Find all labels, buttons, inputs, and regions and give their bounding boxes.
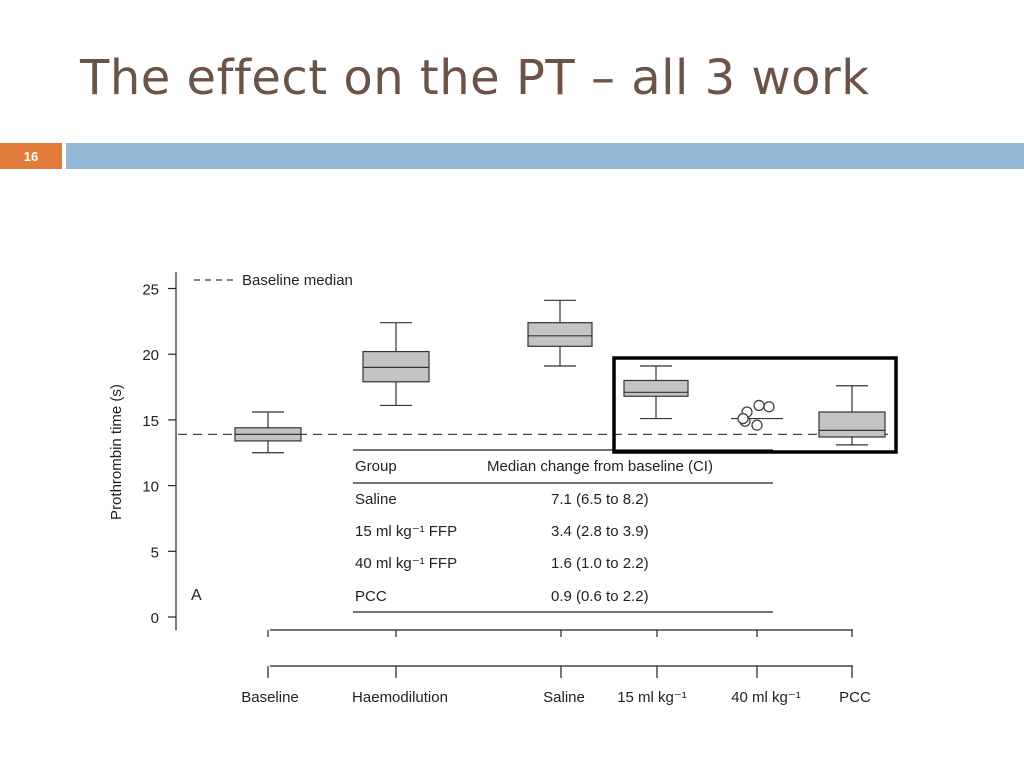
slide-number: 16 bbox=[0, 143, 62, 169]
x-tick-label: PCC bbox=[839, 689, 871, 706]
table-row-group: 15 ml kg⁻¹ FFP bbox=[355, 523, 457, 540]
y-tick-label: 5 bbox=[151, 544, 159, 561]
x-tick-label: Baseline bbox=[241, 689, 299, 706]
table-row-value: 7.1 (6.5 to 8.2) bbox=[551, 491, 649, 508]
title-accent-bar bbox=[66, 143, 1024, 169]
data-point bbox=[753, 399, 765, 412]
table-row-value: 3.4 (2.8 to 3.9) bbox=[551, 523, 649, 540]
x-tick-label: 40 ml kg⁻¹ bbox=[731, 689, 801, 706]
highlight-frame bbox=[612, 356, 898, 454]
legend-label: Baseline median bbox=[242, 272, 353, 289]
results-table: Group Median change from baseline (CI) S… bbox=[353, 449, 773, 613]
table-row-value: 1.6 (1.0 to 2.2) bbox=[551, 555, 649, 572]
data-point bbox=[737, 412, 749, 425]
y-tick-label: 20 bbox=[142, 347, 159, 364]
data-point bbox=[763, 401, 775, 413]
x-tick-label: Saline bbox=[543, 689, 585, 706]
slide-title: The effect on the PT – all 3 work bbox=[80, 50, 870, 106]
panel-label: A bbox=[191, 587, 202, 604]
y-tick-label: 10 bbox=[142, 479, 159, 496]
table-header-median: Median change from baseline (CI) bbox=[487, 458, 713, 475]
y-tick-label: 15 bbox=[142, 413, 159, 430]
table-row-group: 40 ml kg⁻¹ FFP bbox=[355, 555, 457, 572]
box-iqr bbox=[623, 379, 689, 397]
y-axis-label: Prothrombin time (s) bbox=[108, 384, 125, 520]
y-tick-label: 25 bbox=[142, 282, 159, 299]
box-iqr bbox=[362, 350, 430, 383]
table-header-group: Group bbox=[355, 458, 397, 475]
data-point bbox=[751, 419, 763, 431]
box-iqr bbox=[527, 322, 593, 347]
x-tick-label: Haemodilution bbox=[352, 689, 448, 706]
table-row-group: Saline bbox=[355, 491, 397, 508]
y-tick-label: 0 bbox=[151, 610, 159, 627]
table-row-value: 0.9 (0.6 to 2.2) bbox=[551, 588, 649, 605]
box-iqr bbox=[818, 411, 886, 438]
table-row-group: PCC bbox=[355, 588, 387, 605]
x-tick-label: 15 ml kg⁻¹ bbox=[617, 689, 687, 706]
